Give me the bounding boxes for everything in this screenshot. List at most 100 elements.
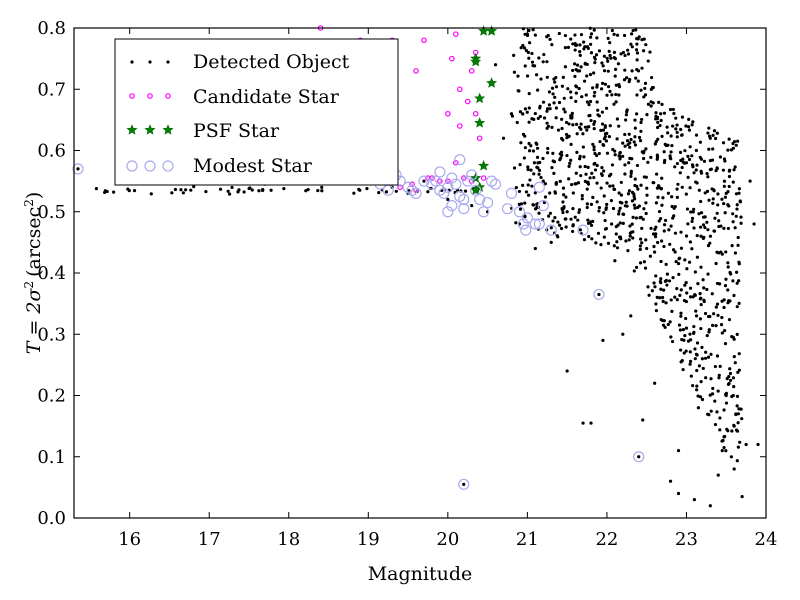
detected-point — [654, 225, 658, 229]
detected-point — [716, 389, 720, 393]
detected-point — [584, 93, 588, 97]
detected-point — [602, 235, 606, 239]
detected-point — [699, 326, 703, 331]
detected-point — [711, 147, 715, 151]
detected-point — [731, 393, 735, 398]
psf-point — [470, 184, 482, 195]
detected-point — [686, 339, 691, 343]
candidate-point — [452, 159, 459, 166]
modest-point — [517, 218, 530, 230]
detected-point — [744, 442, 748, 447]
detected-point — [529, 144, 533, 148]
detected-point — [748, 179, 752, 183]
detected-point — [571, 68, 575, 73]
detected-point — [735, 459, 739, 463]
detected-point — [699, 380, 703, 384]
detected-point — [536, 116, 540, 120]
detected-point — [624, 113, 629, 117]
detected-point — [733, 361, 737, 365]
y-axis-label-exp2: 2 — [22, 199, 36, 207]
detected-point — [708, 234, 713, 238]
detected-point — [737, 352, 741, 356]
detected-point — [518, 110, 523, 114]
detected-point — [646, 285, 650, 289]
modest-point — [434, 166, 446, 178]
detected-point — [711, 386, 715, 391]
detected-point — [639, 129, 643, 133]
detected-point — [707, 147, 711, 151]
detected-point — [713, 399, 717, 403]
detected-point — [637, 455, 641, 459]
detected-point — [662, 244, 666, 249]
detected-point — [585, 100, 590, 104]
detected-point — [583, 125, 587, 129]
detected-point — [625, 139, 630, 143]
detected-point — [718, 155, 723, 159]
detected-point — [578, 228, 582, 232]
detected-point — [679, 360, 683, 364]
detected-point — [527, 28, 531, 33]
detected-point — [514, 221, 518, 225]
detected-point — [615, 246, 620, 250]
detected-point — [612, 244, 616, 248]
detected-point — [557, 223, 562, 227]
detected-point — [736, 412, 740, 416]
detected-point — [585, 128, 589, 132]
detected-point — [634, 112, 639, 116]
detected-point — [713, 136, 718, 141]
detected-point — [594, 53, 599, 57]
detected-point — [653, 142, 657, 146]
detected-point — [652, 281, 656, 285]
detected-point — [611, 147, 615, 152]
detected-point — [655, 172, 659, 176]
detected-point — [718, 416, 722, 420]
detected-point — [618, 221, 622, 225]
detected-point — [695, 181, 699, 185]
detected-point — [678, 171, 682, 175]
detected-point — [727, 184, 731, 189]
detected-point — [684, 349, 688, 353]
detected-point — [526, 193, 531, 197]
detected-point — [686, 175, 690, 179]
detected-point — [533, 33, 537, 37]
detected-point — [655, 295, 659, 299]
detected-point — [623, 172, 627, 176]
detected-point — [600, 173, 604, 178]
modest-point — [458, 193, 470, 206]
detected-point — [654, 201, 658, 205]
detected-point — [690, 154, 694, 158]
detected-point — [699, 211, 704, 215]
detected-point — [552, 171, 556, 175]
detected-point — [588, 220, 593, 225]
detected-point — [625, 204, 629, 208]
detected-point — [617, 191, 621, 195]
detected-point — [633, 118, 637, 122]
detected-point — [679, 314, 683, 318]
detected-point — [619, 193, 624, 197]
detected-point — [595, 100, 599, 104]
y-tick-label: 0.2 — [37, 386, 66, 407]
detected-point — [634, 48, 639, 52]
detected-point — [635, 58, 639, 62]
detected-point — [674, 259, 678, 264]
detected-point — [630, 230, 634, 234]
detected-point — [605, 151, 610, 155]
detected-point — [525, 33, 530, 38]
detected-point — [218, 187, 223, 191]
detected-point — [602, 69, 607, 73]
detected-point — [644, 43, 648, 47]
detected-point — [226, 189, 230, 193]
detected-point — [715, 131, 719, 135]
detected-point — [542, 52, 546, 57]
detected-point — [660, 102, 664, 106]
detected-point — [575, 150, 579, 154]
detected-point — [669, 298, 673, 302]
detected-point — [685, 291, 689, 295]
psf-point — [486, 77, 498, 88]
detected-point — [736, 445, 740, 449]
detected-point — [596, 231, 601, 235]
detected-point — [731, 220, 735, 224]
detected-point — [690, 219, 694, 224]
detected-point — [610, 163, 615, 167]
detected-point — [545, 121, 549, 125]
